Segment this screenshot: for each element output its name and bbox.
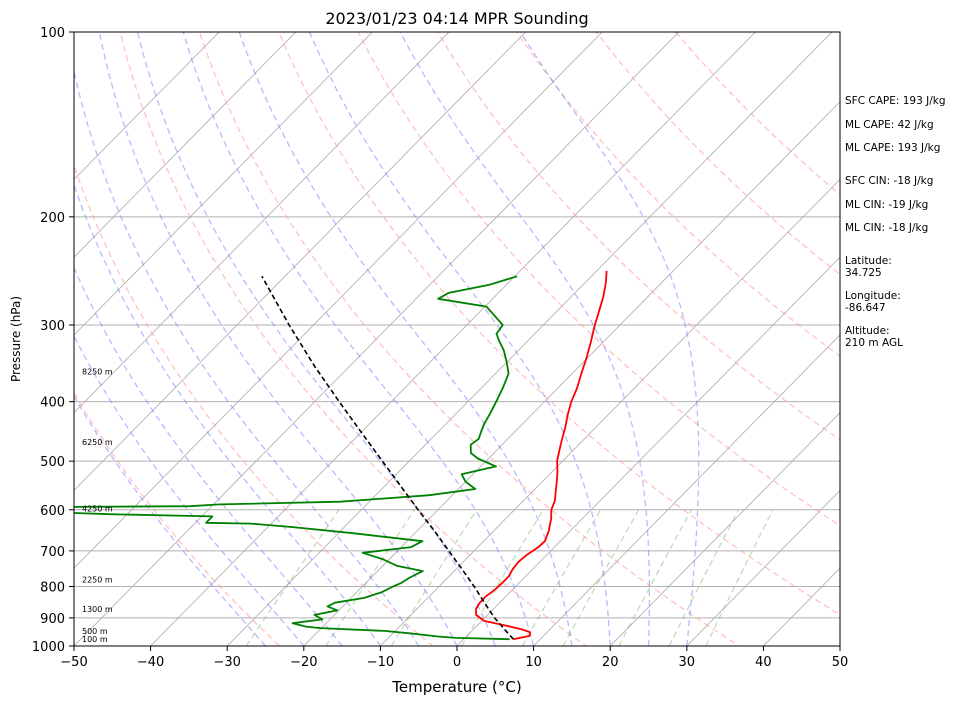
moist-adiabat-lines (74, 32, 700, 646)
plot-frame (73, 31, 841, 647)
isotherm-line (74, 32, 450, 414)
y-tick-label: 1000 (32, 640, 65, 655)
parcel-line (261, 275, 514, 640)
mixing-ratio-lines (245, 509, 774, 646)
mixing-ratio-line (562, 509, 640, 646)
mixing-ratio-line (461, 509, 544, 646)
mixing-ratio-line (668, 509, 740, 646)
stat-ml-cape-1: ML CAPE: 42 J/kg (845, 119, 934, 131)
x-tick-label: 10 (525, 655, 542, 670)
x-tick-label: 50 (832, 655, 849, 670)
altitude-label: Altitude: (845, 325, 890, 337)
isotherm-line (74, 32, 603, 569)
y-tick-label: 600 (40, 504, 65, 519)
moist-adiabat (74, 68, 420, 646)
x-tick-label: 0 (453, 655, 461, 670)
dry-adiabat (436, 32, 840, 441)
height-label: 500 m (82, 627, 108, 636)
x-tick-label: 20 (602, 655, 619, 670)
dry-adiabat (119, 32, 588, 646)
isotherm-lines (74, 32, 840, 646)
mixing-ratio-line (390, 509, 478, 646)
stat-sfc-cin: SFC CIN: -18 J/kg (845, 175, 933, 187)
moist-adiabat (399, 32, 651, 646)
y-tick-label: 400 (40, 396, 65, 411)
y-axis-ticks: 1000 900 800 700 600 500 400 300 200 100 (32, 26, 74, 655)
y-tick-label: 800 (40, 580, 65, 595)
isotherm-line (74, 32, 527, 492)
moist-adiabat (308, 32, 611, 646)
pressure-gridlines (74, 32, 840, 646)
isotherm-line (74, 32, 220, 180)
temperature-line (475, 270, 608, 641)
latitude-label: Latitude: (845, 255, 892, 267)
moist-adiabat (182, 32, 535, 646)
longitude-value: -86.647 (845, 302, 886, 314)
profile-series (74, 270, 608, 641)
stat-ml-cape-2: ML CAPE: 193 J/kg (845, 142, 940, 154)
dry-adiabat (357, 32, 840, 527)
isotherm-line (303, 101, 840, 646)
x-tick-label: −30 (213, 655, 240, 670)
y-tick-label: 900 (40, 612, 65, 627)
altitude-value: 210 m AGL (845, 337, 903, 349)
y-tick-label: 100 (40, 26, 65, 41)
isotherm-line (226, 32, 833, 646)
x-tick-label: −50 (60, 655, 87, 670)
height-label: 8250 m (82, 367, 113, 376)
y-tick-label: 200 (40, 211, 65, 226)
isotherm-line (150, 32, 756, 646)
longitude-label: Longitude: (845, 290, 901, 302)
dewpoint-line (74, 275, 518, 641)
dry-adiabat-lines (74, 32, 840, 646)
height-label: 6250 m (82, 438, 113, 447)
isotherm-line (74, 32, 680, 646)
isotherm-line (74, 32, 297, 258)
isotherm-line (456, 256, 840, 646)
x-tick-label: 30 (679, 655, 696, 670)
sounding-stats: SFC CAPE: 193 J/kg ML CAPE: 42 J/kg ML C… (845, 95, 946, 349)
dry-adiabat (278, 32, 840, 616)
isotherm-line (609, 412, 840, 646)
y-axis-label: Pressure (hPa) (9, 296, 23, 382)
x-tick-label: 40 (755, 655, 772, 670)
mixing-ratio-line (705, 509, 774, 646)
x-tick-label: −10 (367, 655, 394, 670)
chart-title: 2023/01/23 04:14 MPR Sounding (325, 9, 588, 28)
mixing-ratio-line (325, 509, 416, 646)
mixing-ratio-line (618, 509, 692, 646)
x-axis-ticks: −50 −40 −30 −20 −10 0 10 20 30 40 50 (60, 646, 848, 670)
y-tick-label: 700 (40, 545, 65, 560)
x-tick-label: −20 (290, 655, 317, 670)
height-label: 100 m (82, 635, 108, 644)
latitude-value: 34.725 (845, 267, 882, 279)
stat-sfc-cape: SFC CAPE: 193 J/kg (845, 95, 946, 107)
moist-adiabat (74, 183, 381, 646)
y-tick-label: 300 (40, 319, 65, 334)
isotherm-line (533, 334, 840, 646)
height-label: 4250 m (82, 504, 113, 513)
y-tick-label: 500 (40, 455, 65, 470)
stat-ml-cin-1: ML CIN: -19 J/kg (845, 199, 928, 211)
moist-adiabat (238, 32, 573, 646)
moist-adiabat (136, 32, 496, 646)
isotherm-line (686, 489, 840, 646)
dry-adiabat (198, 32, 741, 646)
x-tick-label: −40 (137, 655, 164, 670)
dry-adiabat (74, 163, 434, 646)
moist-adiabat (98, 32, 458, 646)
stat-ml-cin-2: ML CIN: -18 J/kg (845, 222, 928, 234)
moist-adiabat (519, 32, 700, 646)
isotherm-line (379, 178, 840, 646)
x-axis-label: Temperature (°C) (391, 678, 521, 696)
mixing-ratio-line (245, 509, 340, 646)
height-label: 2250 m (82, 576, 113, 585)
isotherm-line (74, 32, 373, 336)
mixing-ratio-line (521, 509, 602, 646)
dry-adiabat (74, 391, 281, 646)
height-label: 1300 m (82, 605, 113, 614)
